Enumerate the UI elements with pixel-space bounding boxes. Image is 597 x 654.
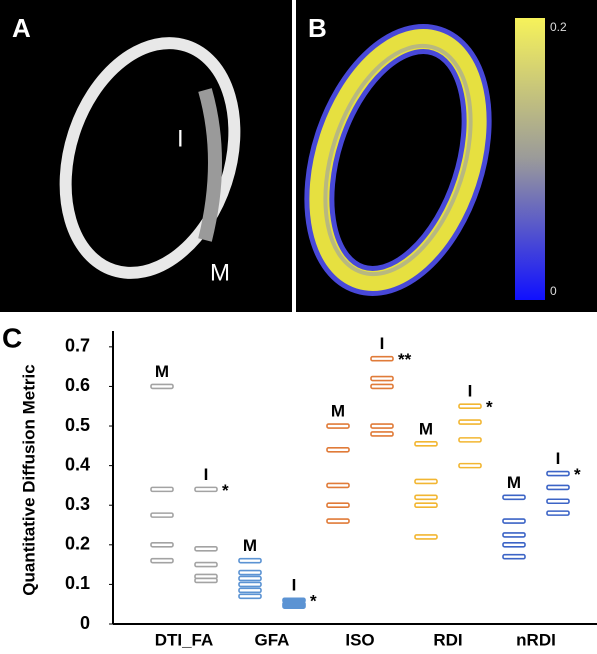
- dash: [194, 545, 218, 552]
- y-tick-label: 0.2: [65, 534, 90, 554]
- mri-inner: [198, 88, 222, 242]
- dash: [502, 494, 526, 501]
- dash: [238, 575, 262, 582]
- dash: [414, 502, 438, 509]
- x-tick-label: ISO: [345, 630, 374, 649]
- x-tick-label: GFA: [255, 630, 290, 649]
- y-tick-label: 0.7: [65, 336, 90, 356]
- tract-ring: [323, 43, 473, 277]
- panel-label: B: [308, 13, 327, 43]
- dash: [546, 510, 570, 516]
- group-label: I: [556, 449, 561, 468]
- dash: [326, 502, 350, 509]
- significance: *: [486, 398, 493, 417]
- significance: *: [310, 592, 317, 611]
- dash: [370, 431, 394, 437]
- significance: *: [574, 465, 581, 484]
- significance: *: [222, 481, 229, 500]
- dash: [238, 587, 262, 594]
- colorbar: [515, 18, 545, 300]
- dash: [282, 603, 306, 609]
- dash: [238, 569, 262, 576]
- y-tick-label: 0.6: [65, 375, 90, 395]
- dash: [326, 482, 350, 489]
- group-label: M: [507, 473, 521, 492]
- dash: [150, 557, 174, 564]
- annotation: I: [177, 125, 184, 152]
- group-label: I: [292, 576, 297, 595]
- panel-label: C: [2, 322, 22, 353]
- y-tick-label: 0: [80, 613, 90, 633]
- x-tick-label: nRDI: [516, 630, 556, 649]
- group-label: M: [331, 402, 345, 421]
- y-tick-label: 0.3: [65, 494, 90, 514]
- dash: [414, 478, 438, 485]
- dash: [238, 581, 262, 588]
- dash: [414, 441, 438, 447]
- dash: [502, 553, 526, 560]
- dash: [546, 470, 570, 477]
- dash: [370, 375, 394, 382]
- dash: [370, 355, 394, 362]
- dash: [546, 498, 570, 505]
- dash: [414, 494, 438, 501]
- dash: [194, 577, 218, 584]
- colorbar-label: 0.2: [550, 20, 567, 34]
- dash: [238, 557, 262, 564]
- x-tick-label: DTI_FA: [155, 630, 214, 649]
- dash: [326, 423, 350, 429]
- dash: [458, 419, 482, 425]
- dash: [150, 542, 174, 548]
- x-tick-label: RDI: [433, 630, 462, 649]
- dash: [194, 486, 218, 493]
- dash: [150, 512, 174, 518]
- y-tick-label: 0.5: [65, 415, 90, 435]
- group-label: I: [468, 382, 473, 401]
- dash: [414, 534, 438, 540]
- panel-label: A: [12, 13, 31, 43]
- y-tick-label: 0.1: [65, 573, 90, 593]
- dash: [502, 532, 526, 538]
- group-label: M: [155, 362, 169, 381]
- dash: [370, 383, 394, 390]
- group-label: I: [204, 465, 209, 484]
- mri-ring: [59, 37, 241, 279]
- dash: [502, 542, 526, 548]
- dash: [546, 484, 570, 491]
- group-label: I: [380, 334, 385, 353]
- dash: [326, 518, 350, 524]
- dash: [370, 423, 394, 429]
- y-tick-label: 0.4: [65, 454, 90, 474]
- dash: [458, 437, 482, 443]
- dash: [194, 561, 218, 568]
- tract-ring: [309, 29, 487, 291]
- significance: **: [398, 350, 412, 369]
- dash: [458, 403, 482, 410]
- dash: [150, 383, 174, 390]
- dash: [326, 446, 350, 453]
- dash: [150, 486, 174, 493]
- dash: [458, 462, 482, 469]
- y-axis-label: Quantitative Diffusion Metric: [19, 364, 38, 595]
- group-label: M: [419, 419, 433, 438]
- group-label: M: [243, 536, 257, 555]
- annotation: M: [210, 259, 230, 286]
- colorbar-label: 0: [550, 284, 557, 298]
- dash: [502, 518, 526, 524]
- dash: [238, 593, 262, 600]
